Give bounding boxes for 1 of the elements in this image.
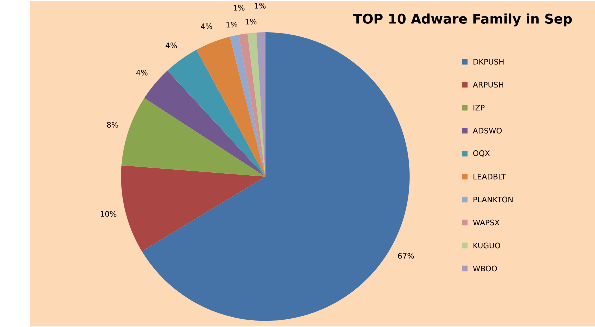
text: TOP 10 Adware Family in Sep	[353, 14, 572, 27]
